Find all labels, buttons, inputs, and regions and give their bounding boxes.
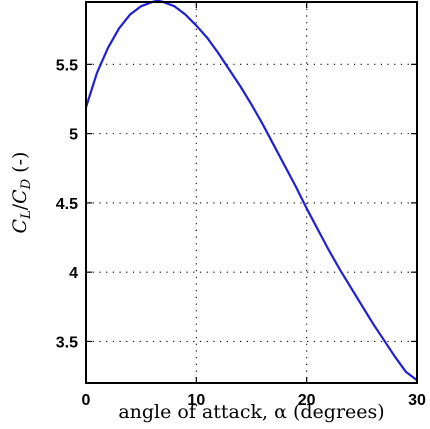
y-tick-labels: 3.5 4 4.5 5 5.5 [56,57,78,351]
x-axis-title: angle of attack, α (degrees) [118,401,384,423]
x-tick-label: 30 [408,392,426,409]
y-tick-label: 3.5 [56,334,78,351]
x-tick-labels: 0 10 20 30 [82,392,426,409]
y-axis-title-group: CL/CD (-) [9,152,34,234]
y-tick-label: 5.5 [56,57,78,74]
plot-frame [85,1,418,384]
x-tick-label: 0 [82,392,91,409]
y-tick-label: 4.5 [56,196,78,213]
tick-marks [85,2,418,383]
series-line [84,0,418,382]
y-tick-label: 5 [69,127,78,144]
x-tick-label: 20 [298,392,316,409]
y-tick-label: 4 [69,265,78,282]
x-tick-label: 10 [187,392,205,409]
series-layer [84,0,418,382]
grid-lines [86,2,417,383]
y-axis-title: CL/CD (-) [9,152,34,234]
